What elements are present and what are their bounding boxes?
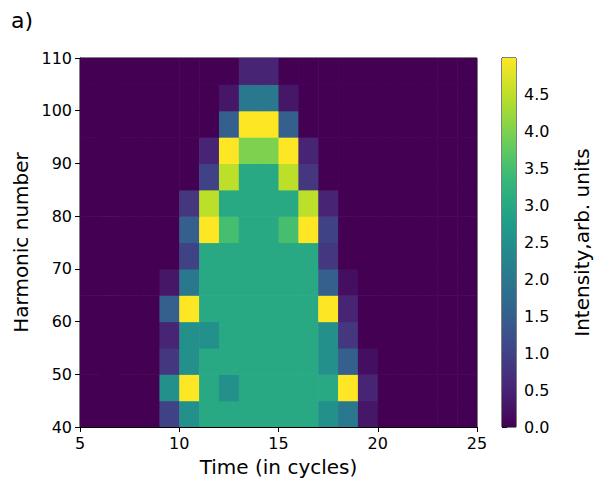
svg-text:2.5: 2.5: [524, 233, 549, 252]
svg-text:Time (in cycles): Time (in cycles): [199, 455, 358, 479]
svg-text:Harmonic number: Harmonic number: [9, 151, 33, 332]
svg-text:15: 15: [268, 434, 288, 453]
svg-text:0.0: 0.0: [524, 418, 549, 437]
svg-text:3.0: 3.0: [524, 196, 549, 215]
svg-text:60: 60: [52, 312, 72, 331]
svg-text:a): a): [11, 8, 33, 33]
svg-text:70: 70: [52, 259, 72, 278]
svg-text:1.5: 1.5: [524, 307, 549, 326]
svg-text:4.5: 4.5: [524, 85, 549, 104]
svg-text:Intensity,arb. units: Intensity,arb. units: [570, 148, 594, 336]
svg-text:0.5: 0.5: [524, 381, 549, 400]
svg-text:80: 80: [52, 207, 72, 226]
svg-text:90: 90: [52, 154, 72, 173]
svg-text:100: 100: [41, 101, 72, 120]
svg-text:110: 110: [41, 49, 72, 68]
svg-text:25: 25: [467, 434, 487, 453]
svg-text:2.0: 2.0: [524, 270, 549, 289]
svg-text:1.0: 1.0: [524, 344, 549, 363]
svg-text:10: 10: [169, 434, 189, 453]
svg-text:4.0: 4.0: [524, 122, 549, 141]
svg-text:5: 5: [75, 434, 85, 453]
svg-text:50: 50: [52, 365, 72, 384]
svg-text:40: 40: [52, 418, 72, 437]
svg-text:3.5: 3.5: [524, 159, 549, 178]
svg-text:20: 20: [368, 434, 388, 453]
